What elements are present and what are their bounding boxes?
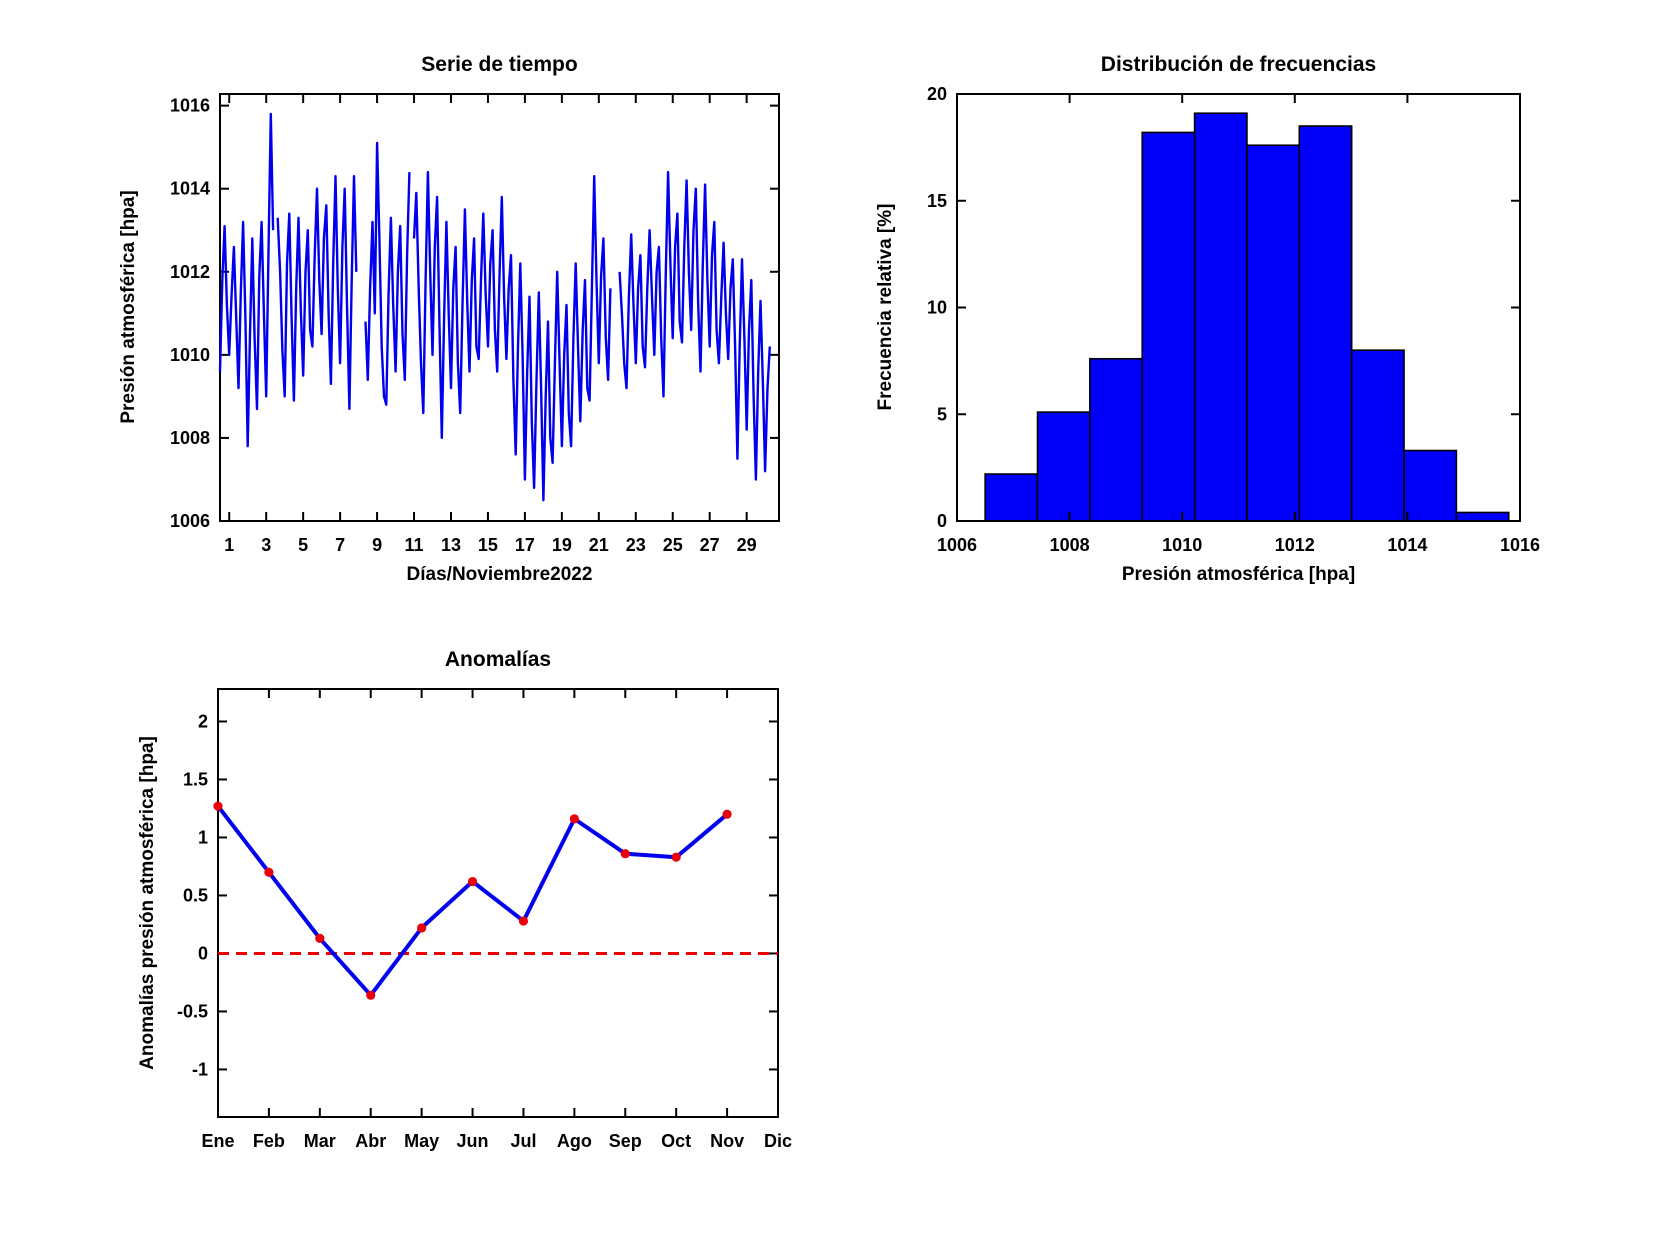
tick-label: 1008 (1050, 535, 1090, 555)
tick-label: 1008 (170, 428, 210, 448)
tick-label: 1006 (170, 511, 210, 531)
histogram-bar (1455, 511, 1510, 522)
tick-label: 1 (224, 535, 234, 555)
tick-label: 27 (700, 535, 720, 555)
tick-label: 15 (478, 535, 498, 555)
tick-label: Nov (710, 1131, 744, 1151)
tick-label: -0.5 (177, 1001, 208, 1021)
tick-label: 0 (198, 943, 208, 963)
anomalies-axes: Ene Feb Mar Abr May Jun Jul Ago Sep Oct Nov Dic -1 -0… (177, 688, 792, 1151)
tick-label: Dic (764, 1131, 792, 1151)
anomaly-marker (722, 809, 732, 819)
tick-label: 25 (663, 535, 683, 555)
tick-label: 29 (737, 535, 757, 555)
tick-label: 1012 (170, 262, 210, 282)
histogram-bar (1141, 131, 1196, 522)
tick-label: 1016 (170, 96, 210, 116)
tick-label: 7 (335, 535, 345, 555)
tick-label: 1016 (1500, 535, 1540, 555)
tick-label: 0.5 (183, 885, 208, 905)
histogram-xlabel: Presión atmosférica [hpa] (1121, 564, 1356, 585)
tick-label: 23 (626, 535, 646, 555)
histogram-bar (1193, 112, 1248, 522)
anomaly-marker (315, 933, 325, 943)
anomaly-marker (417, 923, 427, 933)
tick-label: 20 (927, 84, 947, 104)
tick-label: 1014 (1387, 535, 1427, 555)
tick-label: 1012 (1275, 535, 1315, 555)
histogram-bar (984, 473, 1039, 522)
histogram-bar (1089, 357, 1144, 522)
tick-label: 15 (927, 191, 947, 211)
anomaly-marker (467, 876, 478, 887)
tick-label: 13 (441, 535, 461, 555)
tick-label: Ene (201, 1131, 234, 1151)
anomaly-marker (620, 849, 630, 859)
tick-label: 2 (198, 711, 208, 731)
time-series-title: Serie de tiempo (421, 53, 578, 76)
tick-label: 17 (515, 535, 535, 555)
histogram-bar (1036, 411, 1091, 522)
tick-label: Oct (661, 1131, 691, 1151)
tick-label: 1014 (170, 179, 210, 199)
anomaly-marker (264, 867, 274, 877)
tick-label: Jun (457, 1131, 489, 1151)
histogram-bars (984, 112, 1510, 522)
tick-label: 9 (372, 535, 382, 555)
tick-label: 0 (937, 511, 947, 531)
tick-label: 5 (937, 404, 947, 424)
anomalies-title: Anomalías (444, 648, 552, 671)
histogram-bar (1350, 349, 1405, 522)
histogram-title: Distribución de frecuencias (1100, 53, 1377, 76)
time_series-axes: 1 3 5 7 9 11 13 15 17 19 21 23 25 27 29100610081010101… (170, 93, 780, 555)
tick-label: 11 (405, 535, 424, 555)
tick-label: 1010 (1162, 535, 1202, 555)
anomaly-marker (671, 852, 681, 862)
tick-label: 1.5 (183, 769, 208, 789)
tick-label: -1 (192, 1059, 208, 1079)
time-series-ylabel: Presión atmosférica [hpa] (118, 190, 139, 424)
histogram-axes: 1006 1008 1010 1012 1014 1016 0 5 10 15 20 (927, 84, 1540, 555)
time-series-xlabel: Días/Noviembre2022 (406, 564, 593, 585)
histogram-bar (1403, 449, 1458, 522)
histogram-bar (1246, 144, 1301, 522)
tick-label: 3 (261, 535, 271, 555)
anomalies-line (216, 804, 729, 998)
tick-label: Abr (355, 1131, 386, 1151)
tick-label: 1006 (937, 535, 977, 555)
tick-label: Feb (253, 1131, 285, 1151)
tick-label: May (404, 1131, 439, 1151)
tick-label: Mar (304, 1131, 336, 1151)
anomaly-marker (213, 801, 223, 811)
histogram-bar (1298, 125, 1353, 522)
tick-label: 19 (552, 535, 572, 555)
anomaly-marker (518, 916, 529, 926)
anomaly-marker (366, 990, 376, 1000)
tick-label: 10 (927, 298, 947, 318)
tick-label: 1010 (170, 345, 210, 365)
anomaly-marker (569, 814, 579, 824)
tick-label: 1 (198, 827, 208, 847)
time-series-line (218, 112, 771, 502)
tick-label: Sep (609, 1131, 642, 1151)
tick-label: 21 (589, 535, 609, 555)
anomalies-ylabel: Anomalías presión atmosférica [hpa] (137, 736, 158, 1070)
tick-label: Ago (557, 1131, 592, 1151)
histogram-ylabel: Frecuencia relativa [%] (875, 203, 896, 411)
tick-label: Jul (510, 1131, 536, 1151)
tick-label: 5 (298, 535, 308, 555)
